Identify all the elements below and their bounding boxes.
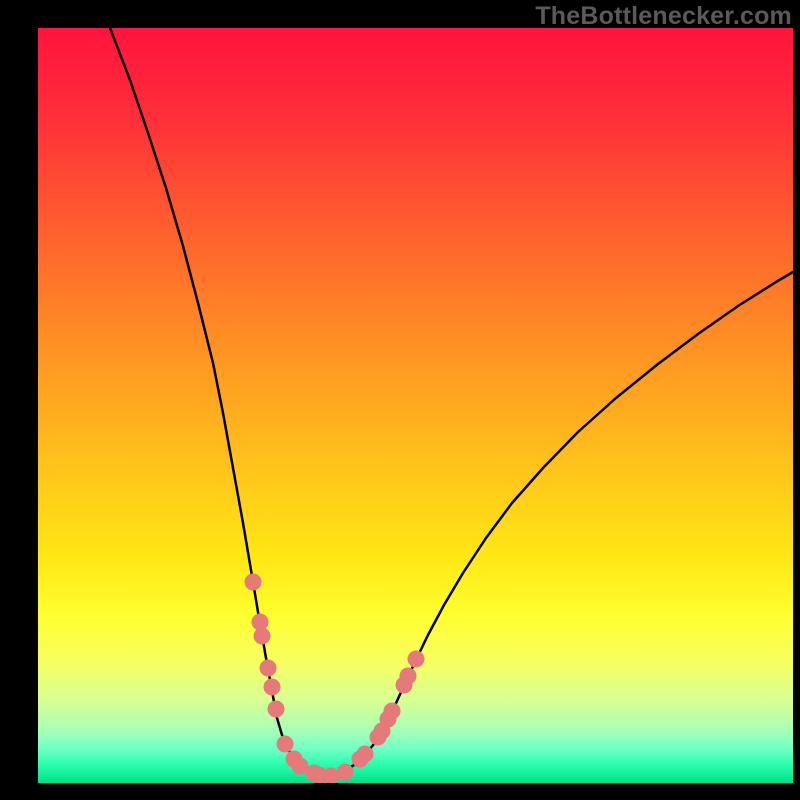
- data-point-icon: [260, 660, 276, 676]
- data-point-icon: [384, 703, 400, 719]
- data-point-icon: [400, 668, 416, 684]
- data-point-icon: [264, 679, 280, 695]
- data-point-icon: [252, 614, 268, 630]
- data-point-icon: [245, 574, 261, 590]
- data-point-icon: [408, 651, 424, 667]
- data-point-icon: [292, 758, 308, 774]
- plot-svg: [38, 28, 793, 783]
- data-point-icon: [357, 746, 373, 762]
- plot-area: [38, 28, 793, 783]
- data-point-icon: [268, 701, 284, 717]
- data-point-icon: [277, 736, 293, 752]
- data-point-icon: [323, 768, 339, 783]
- data-point-icon: [337, 764, 353, 780]
- data-point-icon: [254, 628, 270, 644]
- watermark-text: TheBottlenecker.com: [535, 2, 792, 31]
